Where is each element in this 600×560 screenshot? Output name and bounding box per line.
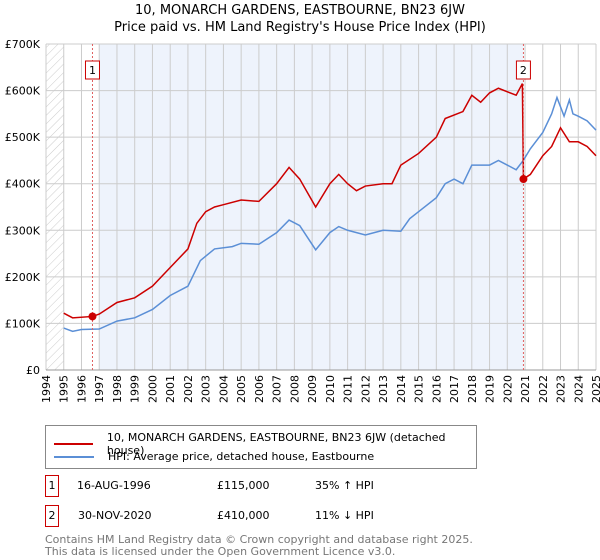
- sale-date: 16-AUG-1996: [77, 479, 151, 492]
- x-tick-label: 1997: [93, 375, 106, 403]
- sale-number: 2: [45, 505, 59, 527]
- chart-title: 10, MONARCH GARDENS, EASTBOURNE, BN23 6J…: [135, 3, 465, 18]
- legend-label-hpi: HPI: Average price, detached house, East…: [108, 450, 375, 463]
- y-tick-label: £700K: [5, 38, 41, 51]
- x-tick-label: 2002: [182, 375, 195, 403]
- sale-point: [519, 175, 528, 184]
- x-tick-label: 2007: [271, 375, 284, 403]
- sale-label-box: [84, 60, 100, 80]
- x-tick-label: 1995: [58, 375, 71, 403]
- y-tick-label: £100K: [5, 317, 41, 330]
- plot-area: 1 2 1994 1995 1996 1997 1998 1999 2000 2001 2002 20…: [5, 38, 600, 403]
- x-tick-label: 2015: [413, 375, 426, 403]
- x-tick-label: 2025: [590, 375, 600, 403]
- x-tick-label: 2010: [324, 375, 337, 403]
- sale-row: 1 16-AUG-1996 £115,000 35% ↑ HPI: [45, 475, 545, 497]
- x-tick-label: 2024: [572, 375, 585, 403]
- x-tick-label: 2022: [537, 375, 550, 403]
- x-tick-label: 2016: [430, 375, 443, 403]
- sale-label: 2: [520, 64, 527, 77]
- footer-line2: This data is licensed under the Open Gov…: [45, 545, 396, 558]
- x-tick-label: 2000: [146, 375, 159, 403]
- x-tick-label: 1999: [129, 375, 142, 403]
- sale-number: 1: [45, 475, 59, 497]
- x-tick-label: 2023: [555, 375, 568, 403]
- x-tick-label: 2004: [217, 375, 230, 403]
- sale-hpi: 11% ↓ HPI: [315, 509, 374, 522]
- x-tick-label: 2012: [359, 375, 372, 403]
- legend-blue-line: [54, 455, 94, 458]
- x-tick-label: 1996: [75, 375, 88, 403]
- x-tick-label: 2014: [395, 375, 408, 403]
- legend-red-line: [54, 443, 93, 445]
- y-tick-label: £300K: [5, 224, 41, 237]
- x-tick-label: 2013: [377, 375, 390, 403]
- sale-hpi: 35% ↑ HPI: [315, 479, 374, 492]
- sale-price: £410,000: [217, 509, 270, 522]
- y-tick-label: £400K: [5, 178, 41, 191]
- hpi-line: [63, 95, 597, 333]
- footer-line1: Contains HM Land Registry data © Crown c…: [45, 533, 473, 546]
- legend: 10, MONARCH GARDENS, EASTBOURNE, BN23 6J…: [45, 425, 477, 469]
- x-tick-label: 2019: [484, 375, 497, 403]
- x-tick-label: 2009: [306, 375, 319, 403]
- y-tick-label: £0: [26, 364, 40, 377]
- ownership-shading: [99, 44, 524, 370]
- chart-subtitle: Price paid vs. HM Land Registry's House …: [114, 20, 486, 35]
- sale-date: 30-NOV-2020: [78, 509, 152, 522]
- footer: Contains HM Land Registry data © Crown c…: [45, 534, 473, 558]
- x-tick-label: 2018: [466, 375, 479, 403]
- y-tick-label: £600K: [5, 85, 41, 98]
- sale-label-box: [515, 60, 531, 80]
- sale-price: £115,000: [217, 479, 270, 492]
- legend-label-property: 10, MONARCH GARDENS, EASTBOURNE, BN23 6J…: [106, 431, 446, 457]
- x-tick-label: 2006: [253, 375, 266, 403]
- sale-point: [88, 312, 97, 321]
- x-tick-label: 2008: [288, 375, 301, 403]
- sale-label: 1: [89, 64, 96, 77]
- x-tick-label: 1994: [40, 375, 53, 403]
- x-tick-label: 2020: [501, 375, 514, 403]
- x-tick-label: 2011: [342, 375, 355, 403]
- x-tick-label: 2001: [164, 375, 177, 403]
- x-tick-label: 2003: [200, 375, 213, 403]
- y-tick-label: £200K: [5, 271, 41, 284]
- x-tick-label: 1998: [111, 375, 124, 403]
- property-price-line: [63, 83, 597, 319]
- y-tick-label: £500K: [5, 131, 41, 144]
- x-tick-label: 2021: [519, 375, 532, 403]
- x-tick-label: 2005: [235, 375, 248, 403]
- x-tick-label: 2017: [448, 375, 461, 403]
- sale-row: 2 30-NOV-2020 £410,000 11% ↓ HPI: [45, 505, 545, 527]
- pre-data-hatch: [46, 44, 64, 370]
